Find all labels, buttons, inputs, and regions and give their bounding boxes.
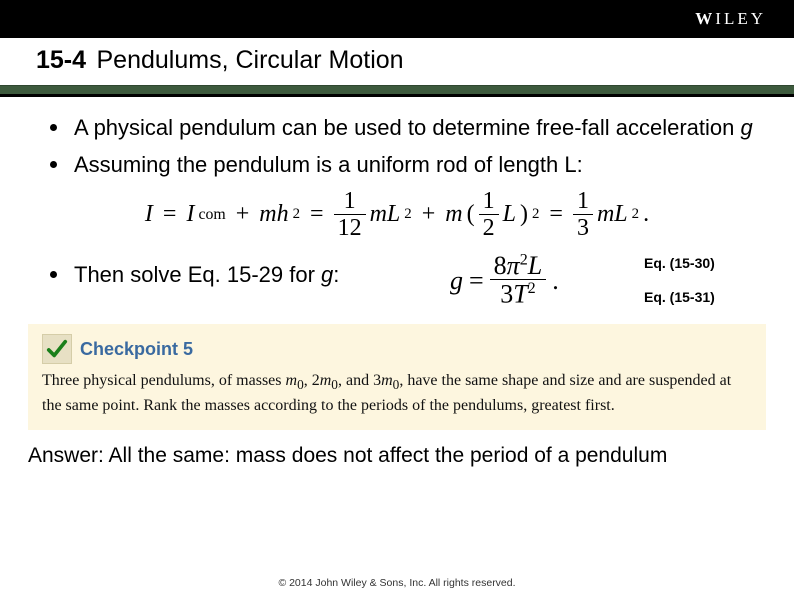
- cp-m3: m: [381, 372, 393, 389]
- checkpoint-text: Three physical pendulums, of masses m0, …: [42, 370, 748, 416]
- bullet-1: A physical pendulum can be used to deter…: [40, 115, 754, 142]
- bullet-2: Assuming the pendulum is a uniform rod o…: [40, 152, 754, 179]
- cp-m2: m: [320, 372, 332, 389]
- copyright-line: © 2014 John Wiley & Sons, Inc. All right…: [0, 577, 794, 589]
- bullet-3-row: Then solve Eq. 15-29 for g: g= 8π2L 3T2 …: [40, 247, 754, 314]
- bullet-3: Then solve Eq. 15-29 for g:: [40, 262, 426, 289]
- cp-m3-coef: 3: [373, 372, 381, 389]
- brand-bar: WILEY: [0, 0, 794, 38]
- cp-m1: m: [286, 372, 298, 389]
- answer-text: Answer: All the same: mass does not affe…: [28, 444, 766, 468]
- wiley-logo-rest: ILEY: [715, 9, 766, 28]
- cp-m2-sub: 0: [331, 378, 338, 393]
- checkmark-icon: [42, 334, 72, 364]
- eq-30-label: Eq. (15-30): [644, 247, 754, 281]
- slide-content: A physical pendulum can be used to deter…: [0, 97, 794, 314]
- cp-pre: Three physical pendulums, of masses: [42, 372, 286, 389]
- checkpoint-header: Checkpoint 5: [42, 334, 748, 364]
- section-number: 15-4: [36, 46, 86, 74]
- bullet-3-post: :: [333, 262, 339, 287]
- bullet-1-var: g: [741, 115, 753, 140]
- title-underline: [0, 85, 794, 97]
- cp-m1-sub: 0: [297, 378, 304, 393]
- bullet-list: A physical pendulum can be used to deter…: [40, 115, 754, 179]
- section-title: Pendulums, Circular Motion: [97, 46, 404, 74]
- bullet-1-text: A physical pendulum can be used to deter…: [74, 115, 741, 140]
- equation-labels: Eq. (15-30) Eq. (15-31): [644, 247, 754, 314]
- wiley-logo: WILEY: [695, 9, 766, 29]
- cp-sep2: , and: [338, 372, 373, 389]
- equation-15-31: g= 8π2L 3T2 .: [450, 252, 620, 310]
- checkpoint-box: Checkpoint 5 Three physical pendulums, o…: [28, 324, 766, 430]
- bullet-3-var: g: [321, 262, 333, 287]
- bullet-3-pre: Then solve Eq. 15-29 for: [74, 262, 321, 287]
- equation-15-30: I = Icom + mh2 = 112mL2 + m(12L)2 = 13mL…: [40, 189, 754, 242]
- cp-sep1: ,: [304, 372, 312, 389]
- bullet-2-text: Assuming the pendulum is a uniform rod o…: [74, 152, 583, 177]
- eq-31-label: Eq. (15-31): [644, 281, 754, 315]
- checkpoint-title: Checkpoint 5: [80, 339, 193, 360]
- slide-title-bar: 15-4 Pendulums, Circular Motion: [0, 38, 794, 85]
- cp-m2-coef: 2: [312, 372, 320, 389]
